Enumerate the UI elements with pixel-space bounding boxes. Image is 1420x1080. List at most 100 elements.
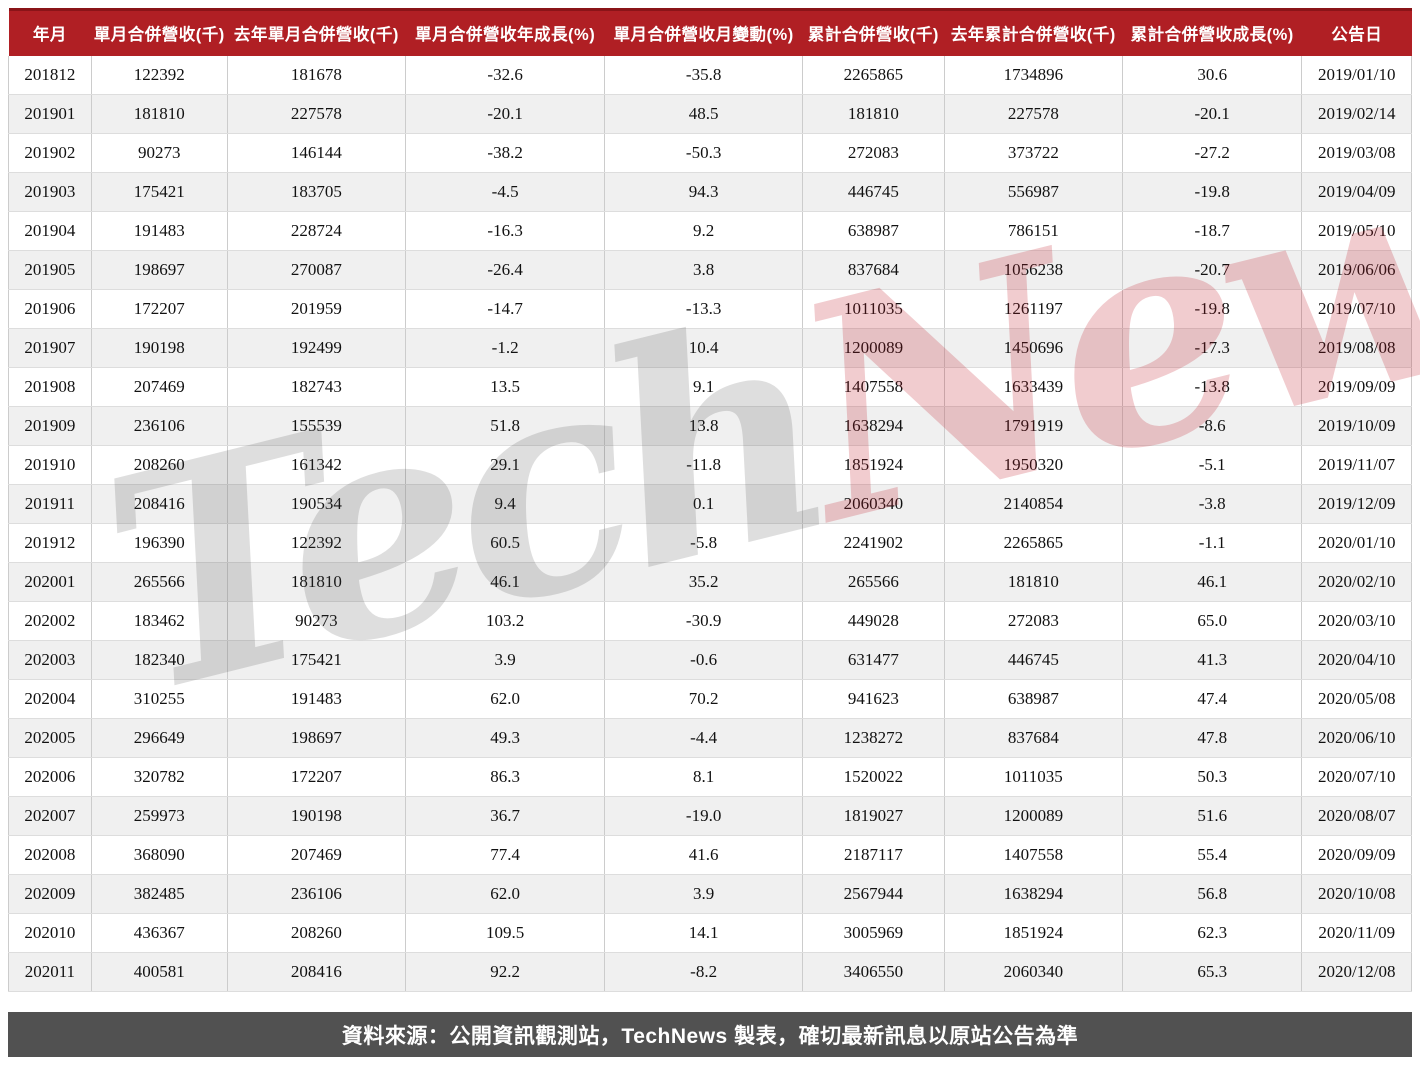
table-cell: -8.2 [604, 952, 804, 992]
table-cell: 265566 [90, 562, 228, 602]
table-cell: 146144 [226, 133, 407, 173]
table-cell: -5.8 [604, 523, 804, 563]
table-cell: 2019/04/09 [1301, 172, 1412, 212]
table-cell: 94.3 [604, 172, 804, 212]
table-cell: -18.7 [1121, 211, 1303, 251]
table-cell: -32.6 [405, 55, 606, 95]
table-cell: 2019/03/08 [1301, 133, 1412, 173]
table-cell: -19.8 [1121, 172, 1303, 212]
table-cell: 2020/05/08 [1301, 679, 1412, 719]
table-cell: 2020/04/10 [1301, 640, 1412, 680]
table-cell: -27.2 [1121, 133, 1303, 173]
table-cell: 182340 [90, 640, 228, 680]
table-cell: 1791919 [943, 406, 1123, 446]
table-cell: 181678 [226, 55, 407, 95]
table-cell: -8.6 [1121, 406, 1303, 446]
table-cell: 62.0 [405, 679, 606, 719]
table-cell: 320782 [90, 757, 228, 797]
table-cell: 556987 [943, 172, 1123, 212]
table-cell: -20.7 [1121, 250, 1303, 290]
table-cell: 368090 [90, 835, 228, 875]
table-cell: -19.0 [604, 796, 804, 836]
table-row: 201901 181810 227578 -20.1 48.5 181810 227578-… [8, 94, 1412, 134]
table-cell: 62.0 [405, 874, 606, 914]
table-cell: 3005969 [802, 913, 945, 953]
table-cell: 202002 [8, 601, 92, 641]
table-cell: 202001 [8, 562, 92, 602]
table-cell: 103.2 [405, 601, 606, 641]
table-cell: -0.6 [604, 640, 804, 680]
table-cell: 196390 [90, 523, 228, 563]
table-row: 201910 208260 161342 29.1 -11.8 1851924 195032… [8, 445, 1412, 485]
table-cell: 2020/10/08 [1301, 874, 1412, 914]
table-cell: 202009 [8, 874, 92, 914]
table-cell: 310255 [90, 679, 228, 719]
table-cell: 190198 [90, 328, 228, 368]
table-row: 202004 310255 191483 62.0 70.2 941623 638987 47… [8, 679, 1412, 719]
table-cell: 13.5 [405, 367, 606, 407]
header-row: 年月 單月合併營收(千) 去年單月合併營收(千) 單月合併營收年成長(%) 單月合併營收… [8, 8, 1412, 56]
table-row: 201907 190198 192499 -1.2 10.4 1200089 1450696… [8, 328, 1412, 368]
table-row: 202003 182340 175421 3.9 -0.6 631477 446745 41.… [8, 640, 1412, 680]
column-header: 單月合併營收(千) [91, 8, 228, 56]
table-cell: 201907 [8, 328, 92, 368]
table-cell: 181810 [943, 562, 1123, 602]
table-cell: 48.5 [604, 94, 804, 134]
table-cell: 1011035 [943, 757, 1123, 797]
table-cell: 2019/02/14 [1301, 94, 1412, 134]
table-cell: 181810 [802, 94, 945, 134]
monthly-revenue-table: 年月 單月合併營收(千) 去年單月合併營收(千) 單月合併營收年成長(%) 單月合併營收… [8, 8, 1412, 992]
table-cell: 191483 [226, 679, 407, 719]
table-cell: 181810 [90, 94, 228, 134]
column-header: 去年累計合併營收(千) [944, 8, 1123, 56]
column-header: 單月合併營收月變動(%) [604, 8, 803, 56]
table-cell: 227578 [226, 94, 407, 134]
table-cell: 1450696 [943, 328, 1123, 368]
table-row: 202011 400581 208416 92.2 -8.2 3406550 2060340… [8, 952, 1412, 992]
table-cell: 161342 [226, 445, 407, 485]
table-cell: 1734896 [943, 55, 1123, 95]
table-row: 201902 90273 146144 -38.2 -50.3 272083 373722-… [8, 133, 1412, 173]
table-cell: 202003 [8, 640, 92, 680]
table-cell: 172207 [90, 289, 228, 329]
table-cell: 155539 [226, 406, 407, 446]
table-cell: 191483 [90, 211, 228, 251]
table-cell: 13.8 [604, 406, 804, 446]
table-cell: 1851924 [943, 913, 1123, 953]
table-cell: 122392 [90, 55, 228, 95]
table-cell: 236106 [226, 874, 407, 914]
table-cell: -19.8 [1121, 289, 1303, 329]
table-cell: 29.1 [405, 445, 606, 485]
table-cell: 90273 [226, 601, 407, 641]
table-cell: 70.2 [604, 679, 804, 719]
table-cell: -16.3 [405, 211, 606, 251]
table-cell: 449028 [802, 601, 945, 641]
table-cell: 272083 [802, 133, 945, 173]
table-cell: 265566 [802, 562, 945, 602]
table-cell: 2060340 [802, 484, 945, 524]
table-cell: 30.6 [1121, 55, 1303, 95]
table-cell: 207469 [90, 367, 228, 407]
table-cell: 208260 [226, 913, 407, 953]
table-cell: 259973 [90, 796, 228, 836]
table-row: 201903 175421 183705 -4.5 94.3 446745 556987 -1… [8, 172, 1412, 212]
table-cell: 638987 [802, 211, 945, 251]
table-cell: 62.3 [1121, 913, 1303, 953]
table-cell: 631477 [802, 640, 945, 680]
table-cell: 2567944 [802, 874, 945, 914]
table-cell: 2020/12/08 [1301, 952, 1412, 992]
table-cell: 446745 [943, 640, 1123, 680]
table-body: 201812 122392 181678 -32.6 -35.8 2265865 17348… [8, 55, 1412, 992]
table-cell: 202006 [8, 757, 92, 797]
table-cell: 41.6 [604, 835, 804, 875]
table-cell: 837684 [943, 718, 1123, 758]
table-cell: 2020/09/09 [1301, 835, 1412, 875]
table-cell: 175421 [226, 640, 407, 680]
table-cell: 201959 [226, 289, 407, 329]
table-cell: -4.5 [405, 172, 606, 212]
table-cell: 2019/05/10 [1301, 211, 1412, 251]
table-cell: 183462 [90, 601, 228, 641]
table-cell: 172207 [226, 757, 407, 797]
table-cell: 183705 [226, 172, 407, 212]
table-cell: 2020/08/07 [1301, 796, 1412, 836]
